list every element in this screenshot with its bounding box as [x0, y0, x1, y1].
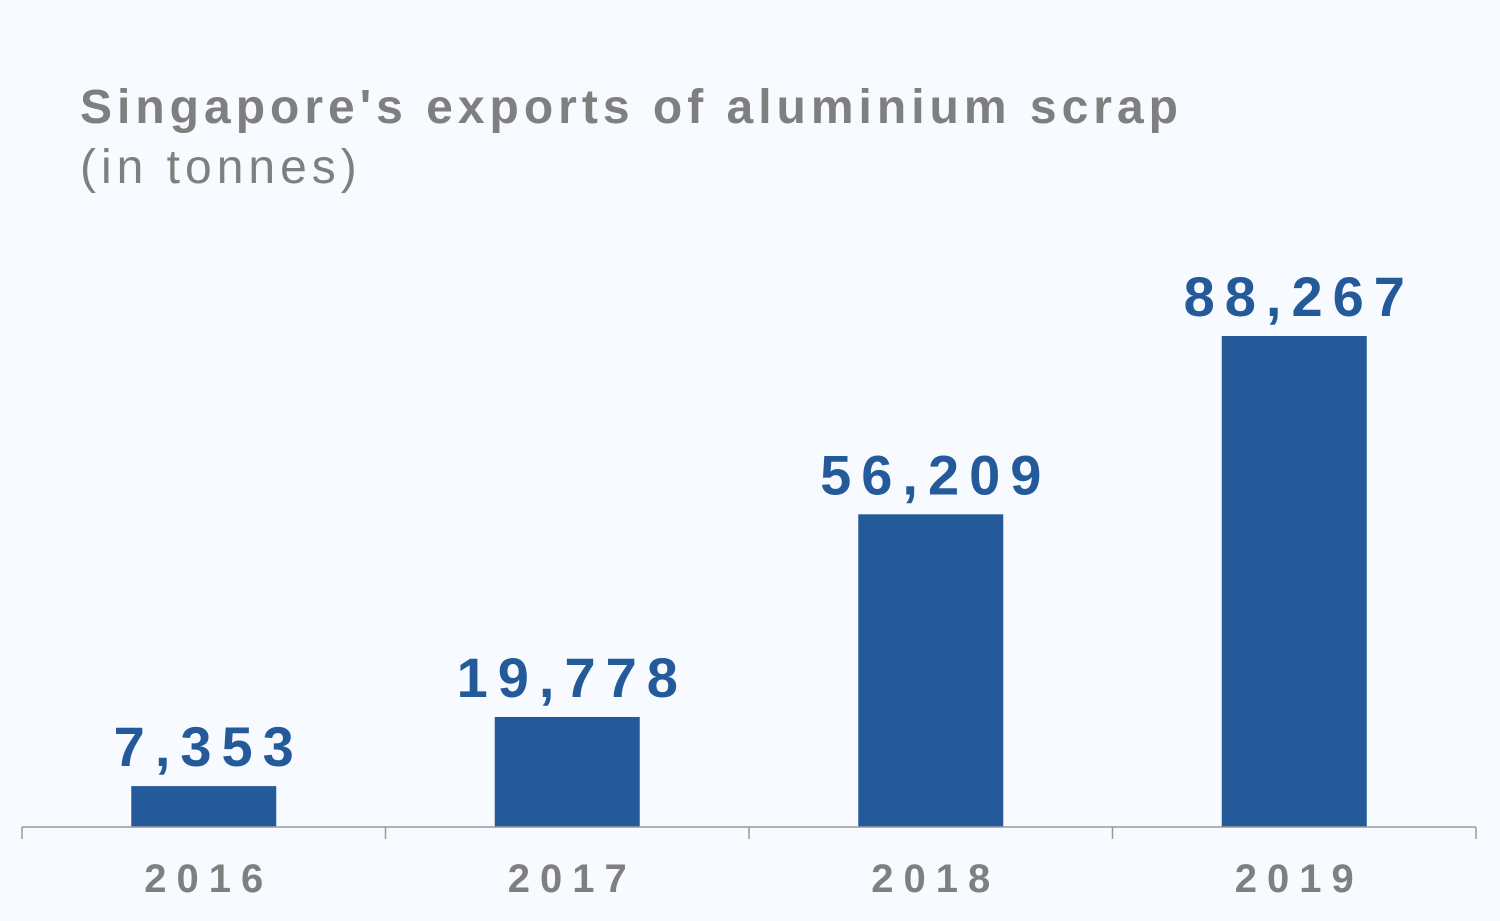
value-label-2018: 56,209: [820, 443, 1051, 506]
bar-2019: [1221, 336, 1367, 827]
value-label-2019: 88,267: [1184, 265, 1415, 328]
x-tick-label-2019: 2019: [1235, 857, 1364, 901]
x-tick-labels-group: 2016 2017 2018 2019: [144, 857, 1364, 901]
x-axis: [21, 826, 1477, 839]
chart-subtitle: (in tonnes): [80, 141, 362, 194]
value-labels-group: 7,353 19,778 56,209 88,267: [114, 265, 1415, 778]
x-tick-label-2017: 2017: [508, 857, 637, 901]
value-label-2016: 7,353: [114, 715, 304, 778]
bar-2017: [494, 716, 640, 827]
bar-2018: [858, 514, 1004, 827]
bars-group: [131, 336, 1367, 827]
x-tick-label-2018: 2018: [871, 857, 1000, 901]
value-label-2017: 19,778: [457, 646, 688, 709]
x-tick-label-2016: 2016: [144, 857, 273, 901]
bar-2016: [131, 786, 277, 827]
chart-title: Singapore's exports of aluminium scrap: [80, 81, 1183, 134]
